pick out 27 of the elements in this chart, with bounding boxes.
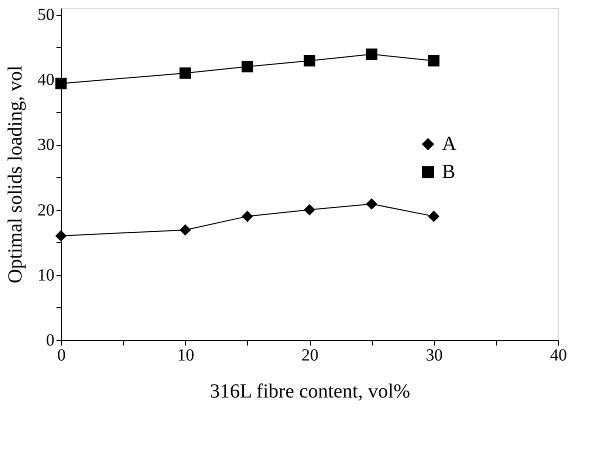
y-tick-label: 50: [38, 5, 54, 24]
point: [366, 198, 378, 210]
y-tick-label: 20: [38, 200, 54, 220]
point: [55, 78, 67, 90]
x-tick-label: 0: [57, 346, 66, 364]
point: [304, 204, 316, 216]
point: [180, 67, 191, 79]
point: [428, 55, 440, 66]
point: [180, 224, 191, 236]
point: [242, 210, 254, 222]
x-axis-title: 316L fibre content, vol%: [210, 380, 410, 402]
legend-label: B: [442, 161, 456, 184]
x-tick-label: 40: [550, 346, 567, 364]
y-tick-label: 40: [38, 70, 54, 90]
point: [304, 55, 316, 66]
x-tick-label: 10: [177, 346, 194, 364]
x-tick-label: 20: [302, 346, 318, 364]
y-tick-label: 0: [46, 330, 54, 350]
y-tick-label: 10: [38, 265, 54, 284]
legend-label: A: [442, 133, 457, 156]
point: [55, 230, 67, 242]
point: [428, 210, 440, 222]
point: [366, 48, 378, 60]
y-axis-title: Optimal solids loading, vol: [4, 65, 26, 284]
x-tick-label: 30: [426, 346, 443, 364]
y-tick-label: 30: [38, 135, 54, 154]
point: [242, 60, 254, 72]
